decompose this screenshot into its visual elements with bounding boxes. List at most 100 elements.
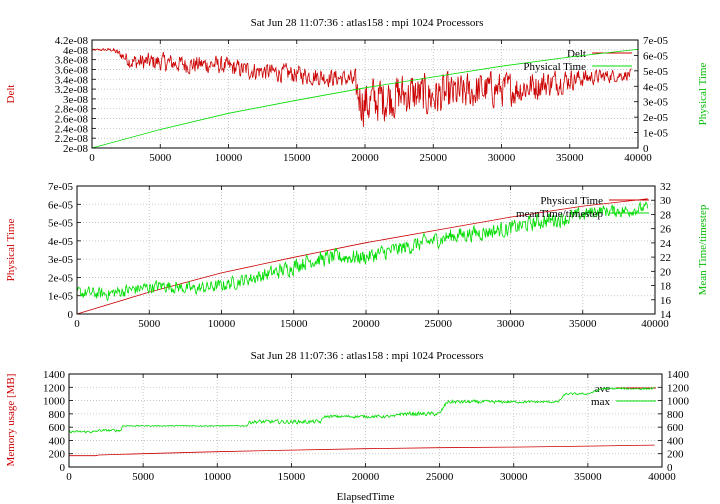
y-tick-label: 5e-05 (48, 218, 74, 230)
y-tick-label: 2e-08 (63, 143, 89, 155)
y2-tick-label: 0 (667, 462, 673, 474)
panels: 0 5000 10000 15000 20000 25000 30000 35000 40000… (5, 35, 709, 503)
y-tick-label: 1e-05 (48, 291, 74, 303)
series-line-delt (91, 47, 632, 128)
x-tick-label: 40000 (648, 471, 676, 483)
series-line-ave (69, 444, 655, 457)
legend-label: max (591, 396, 610, 408)
y-axis-label: Delt (5, 85, 17, 104)
y-tick-label: 400 (49, 435, 66, 447)
y2-tick-label: 1e-05 (643, 128, 669, 140)
y2-tick-label: 1000 (667, 396, 690, 408)
x-axis-label: ElapsedTime (337, 491, 395, 503)
y-tick-label: 0 (60, 462, 66, 474)
y2-tick-label: 28 (660, 209, 672, 221)
y2-tick-label: 200 (667, 449, 684, 461)
y2-tick-label: 1200 (667, 382, 690, 394)
y-tick-label: 600 (49, 422, 66, 434)
x-tick-label: 40000 (624, 152, 652, 164)
y2-tick-label: 24 (660, 238, 672, 250)
y-tick-label: 0 (68, 309, 74, 321)
x-tick-label: 0 (66, 471, 72, 483)
series-line-physical-time (91, 48, 639, 149)
y-tick-label: 2.4e-08 (55, 123, 89, 135)
x-tick-label: 35000 (569, 318, 597, 330)
y-tick-label: 1000 (43, 396, 66, 408)
x-tick-label: 0 (89, 152, 95, 164)
y-tick-label: 800 (49, 409, 66, 421)
y2-tick-label: 7e-05 (643, 35, 669, 47)
y2-tick-label: 14 (660, 309, 672, 321)
y2-tick-label: 600 (667, 422, 684, 434)
x-tick-label: 35000 (556, 152, 584, 164)
x-tick-label: 40000 (641, 318, 669, 330)
y-tick-label: 4e-08 (63, 45, 89, 57)
y-axis-label: Physical Time (5, 219, 17, 282)
y2-tick-label: 6e-05 (643, 50, 669, 62)
x-tick-label: 15000 (278, 471, 306, 483)
y2-tick-label: 3e-05 (643, 97, 669, 109)
x-tick-label: 25000 (426, 471, 454, 483)
x-tick-label: 15000 (283, 152, 311, 164)
y2-tick-label: 26 (660, 224, 672, 236)
y-tick-label: 1200 (43, 382, 66, 394)
figure-title-mid: Sat Jun 28 11:07:36 : atlas158 : mpi 102… (251, 350, 484, 362)
x-tick-label: 5000 (138, 318, 161, 330)
y-tick-label: 1400 (43, 369, 66, 381)
y2-tick-label: 4e-05 (643, 81, 669, 93)
y2-tick-label: 2e-05 (643, 112, 669, 124)
plot-frame (68, 373, 663, 468)
legend-label: meanTime/timestep (516, 208, 603, 220)
y2-tick-label: 22 (660, 252, 671, 264)
x-tick-label: 10000 (204, 471, 232, 483)
y-tick-label: 2e-05 (48, 272, 74, 284)
series-line-meantime-timestep (76, 201, 649, 302)
y-tick-label: 3.2e-08 (55, 84, 89, 96)
y-tick-label: 3e-08 (63, 94, 89, 106)
y-tick-label: 4e-05 (48, 236, 74, 248)
y-axis-label: Memory usage [MB] (5, 374, 17, 467)
x-tick-label: 15000 (280, 318, 308, 330)
x-tick-label: 25000 (420, 152, 448, 164)
x-tick-label: 20000 (352, 471, 380, 483)
x-tick-label: 5000 (149, 152, 172, 164)
x-tick-label: 10000 (215, 152, 243, 164)
x-tick-label: 30000 (500, 471, 528, 483)
y-tick-label: 2.8e-08 (55, 104, 89, 116)
x-tick-label: 10000 (208, 318, 236, 330)
y-tick-label: 200 (49, 449, 66, 461)
y2-tick-label: 18 (660, 281, 672, 293)
x-tick-label: 30000 (488, 152, 516, 164)
y2-tick-label: 0 (643, 143, 649, 155)
y-tick-label: 3e-05 (48, 254, 74, 266)
y-tick-label: 2.2e-08 (55, 133, 89, 145)
series-line-max (68, 386, 655, 434)
y-tick-label: 2.6e-08 (55, 114, 89, 126)
x-tick-label: 35000 (574, 471, 602, 483)
y2-tick-label: 5e-05 (643, 66, 669, 78)
y-tick-label: 4.2e-08 (55, 35, 89, 47)
x-tick-label: 20000 (351, 152, 379, 164)
x-tick-label: 5000 (132, 471, 155, 483)
chart-panel-1: 0 5000 10000 15000 20000 25000 30000 35000 40000… (5, 35, 709, 164)
y2-axis-label: Physical Time (697, 63, 709, 126)
y-tick-label: 6e-05 (48, 199, 74, 211)
chart-panel-3: 0 5000 10000 15000 20000 25000 30000 35000 40000… (5, 369, 690, 503)
legend-label: Physical Time (540, 195, 603, 207)
y2-axis-label: Mean Time/timestep (697, 204, 709, 295)
y2-tick-label: 400 (667, 435, 684, 447)
legend-label: Physical Time (523, 61, 586, 73)
y2-tick-label: 32 (660, 181, 671, 193)
x-tick-label: 30000 (497, 318, 525, 330)
series-line-physical-time (76, 198, 648, 315)
plot-frame (91, 39, 639, 149)
y-tick-label: 7e-05 (48, 181, 74, 193)
y-tick-label: 3.4e-08 (55, 74, 89, 86)
x-tick-label: 20000 (352, 318, 380, 330)
y2-tick-label: 20 (660, 266, 672, 278)
chart-panel-2: 0 5000 10000 15000 20000 25000 30000 35000 40000… (5, 181, 709, 330)
legend-label: Delt (567, 48, 586, 60)
y2-tick-label: 30 (660, 195, 672, 207)
y2-tick-label: 800 (667, 409, 684, 421)
